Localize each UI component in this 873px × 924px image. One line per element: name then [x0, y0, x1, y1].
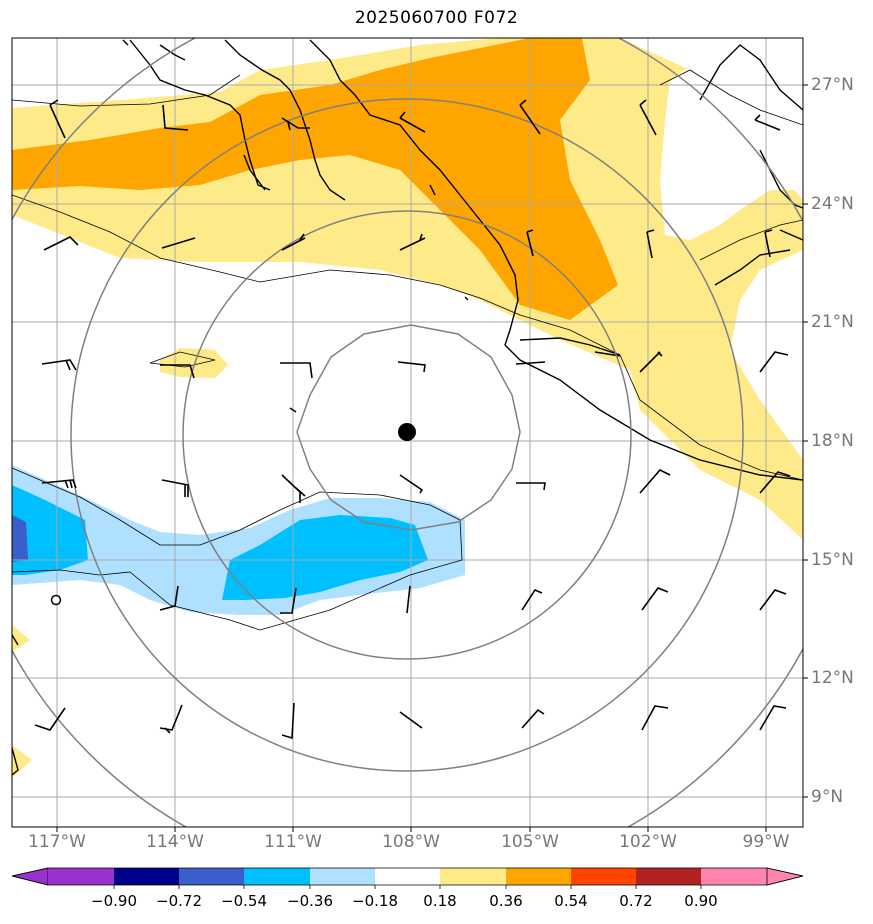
colorbar-seg-10 [636, 868, 701, 885]
lat-label-27n: 27°N [811, 75, 854, 95]
lon-ticks [56, 827, 767, 832]
wind-barbs [34, 99, 791, 740]
storm-center-marker [398, 423, 416, 441]
colorbar-extend-high [766, 867, 804, 886]
lat-label-15n: 15°N [811, 550, 854, 570]
range-rings [12, 38, 803, 827]
map-area [12, 38, 803, 827]
anomaly-orange-band [12, 38, 618, 320]
range-ring-1 [296, 324, 521, 531]
anomaly-clear-zone [660, 60, 803, 240]
colorbar-seg-7 [440, 868, 506, 885]
colorbar-seg-6 [375, 868, 440, 885]
colorbar-seg-3 [179, 868, 244, 885]
lat-label-21n: 21°N [811, 312, 854, 332]
colorbar-tick-4: −0.36 [287, 892, 333, 910]
lon-label-105w: 105°W [501, 832, 559, 852]
colorbar-tick-3: −0.54 [221, 892, 267, 910]
colorbar-tick-9: 0.72 [619, 892, 653, 910]
lon-label-111w: 111°W [264, 832, 322, 852]
lat-label-24n: 24°N [811, 194, 854, 214]
colorbar-seg-5 [310, 868, 375, 885]
coastlines [12, 39, 803, 776]
colorbar-seg-2 [114, 868, 179, 885]
colorbar-outline [11, 867, 804, 886]
colorbar-tick-2: −0.72 [156, 892, 202, 910]
colorbar-tick-7: 0.36 [489, 892, 523, 910]
colorbar-extend-low [11, 867, 49, 886]
colorbar-seg-8 [506, 868, 571, 885]
colorbar-tick-10: 0.90 [684, 892, 718, 910]
lat-ticks [803, 84, 808, 798]
lat-label-12n: 12°N [811, 668, 854, 688]
lon-label-102w: 102°W [619, 832, 677, 852]
colorbar-seg-1 [48, 868, 114, 885]
lon-label-99w: 99°W [742, 832, 790, 852]
colorbar-tick-8: 0.54 [554, 892, 588, 910]
lat-label-9n: 9°N [811, 787, 844, 807]
anomaly-yellow-edge2 [12, 745, 32, 778]
lon-label-117w: 117°W [28, 832, 86, 852]
station-marker [50, 594, 62, 606]
colorbar [11, 867, 804, 889]
range-ring-3 [70, 98, 744, 772]
lon-label-108w: 108°W [382, 832, 440, 852]
lat-gridlines [12, 84, 803, 798]
anomaly-cyan-patch [222, 515, 428, 600]
contour-lines [12, 69, 803, 631]
colorbar-tick-6: 0.18 [423, 892, 457, 910]
lat-label-18n: 18°N [811, 431, 854, 451]
anomaly-blue-patch [12, 515, 28, 562]
colorbar-tick-5: −0.18 [352, 892, 398, 910]
map-title: 2025060700 F072 [354, 8, 519, 28]
anomaly-yellow-spot [160, 348, 228, 378]
colorbar-seg-4 [244, 868, 310, 885]
range-ring-2 [182, 210, 632, 660]
anomaly-cyan-band [12, 485, 88, 575]
lon-label-114w: 114°W [146, 832, 204, 852]
anomaly-yellow-edge1 [12, 625, 30, 652]
colorbar-seg-11 [701, 868, 767, 885]
colorbar-tick-1: −0.90 [91, 892, 137, 910]
map-frame [11, 37, 804, 828]
colorbar-seg-9 [571, 868, 636, 885]
